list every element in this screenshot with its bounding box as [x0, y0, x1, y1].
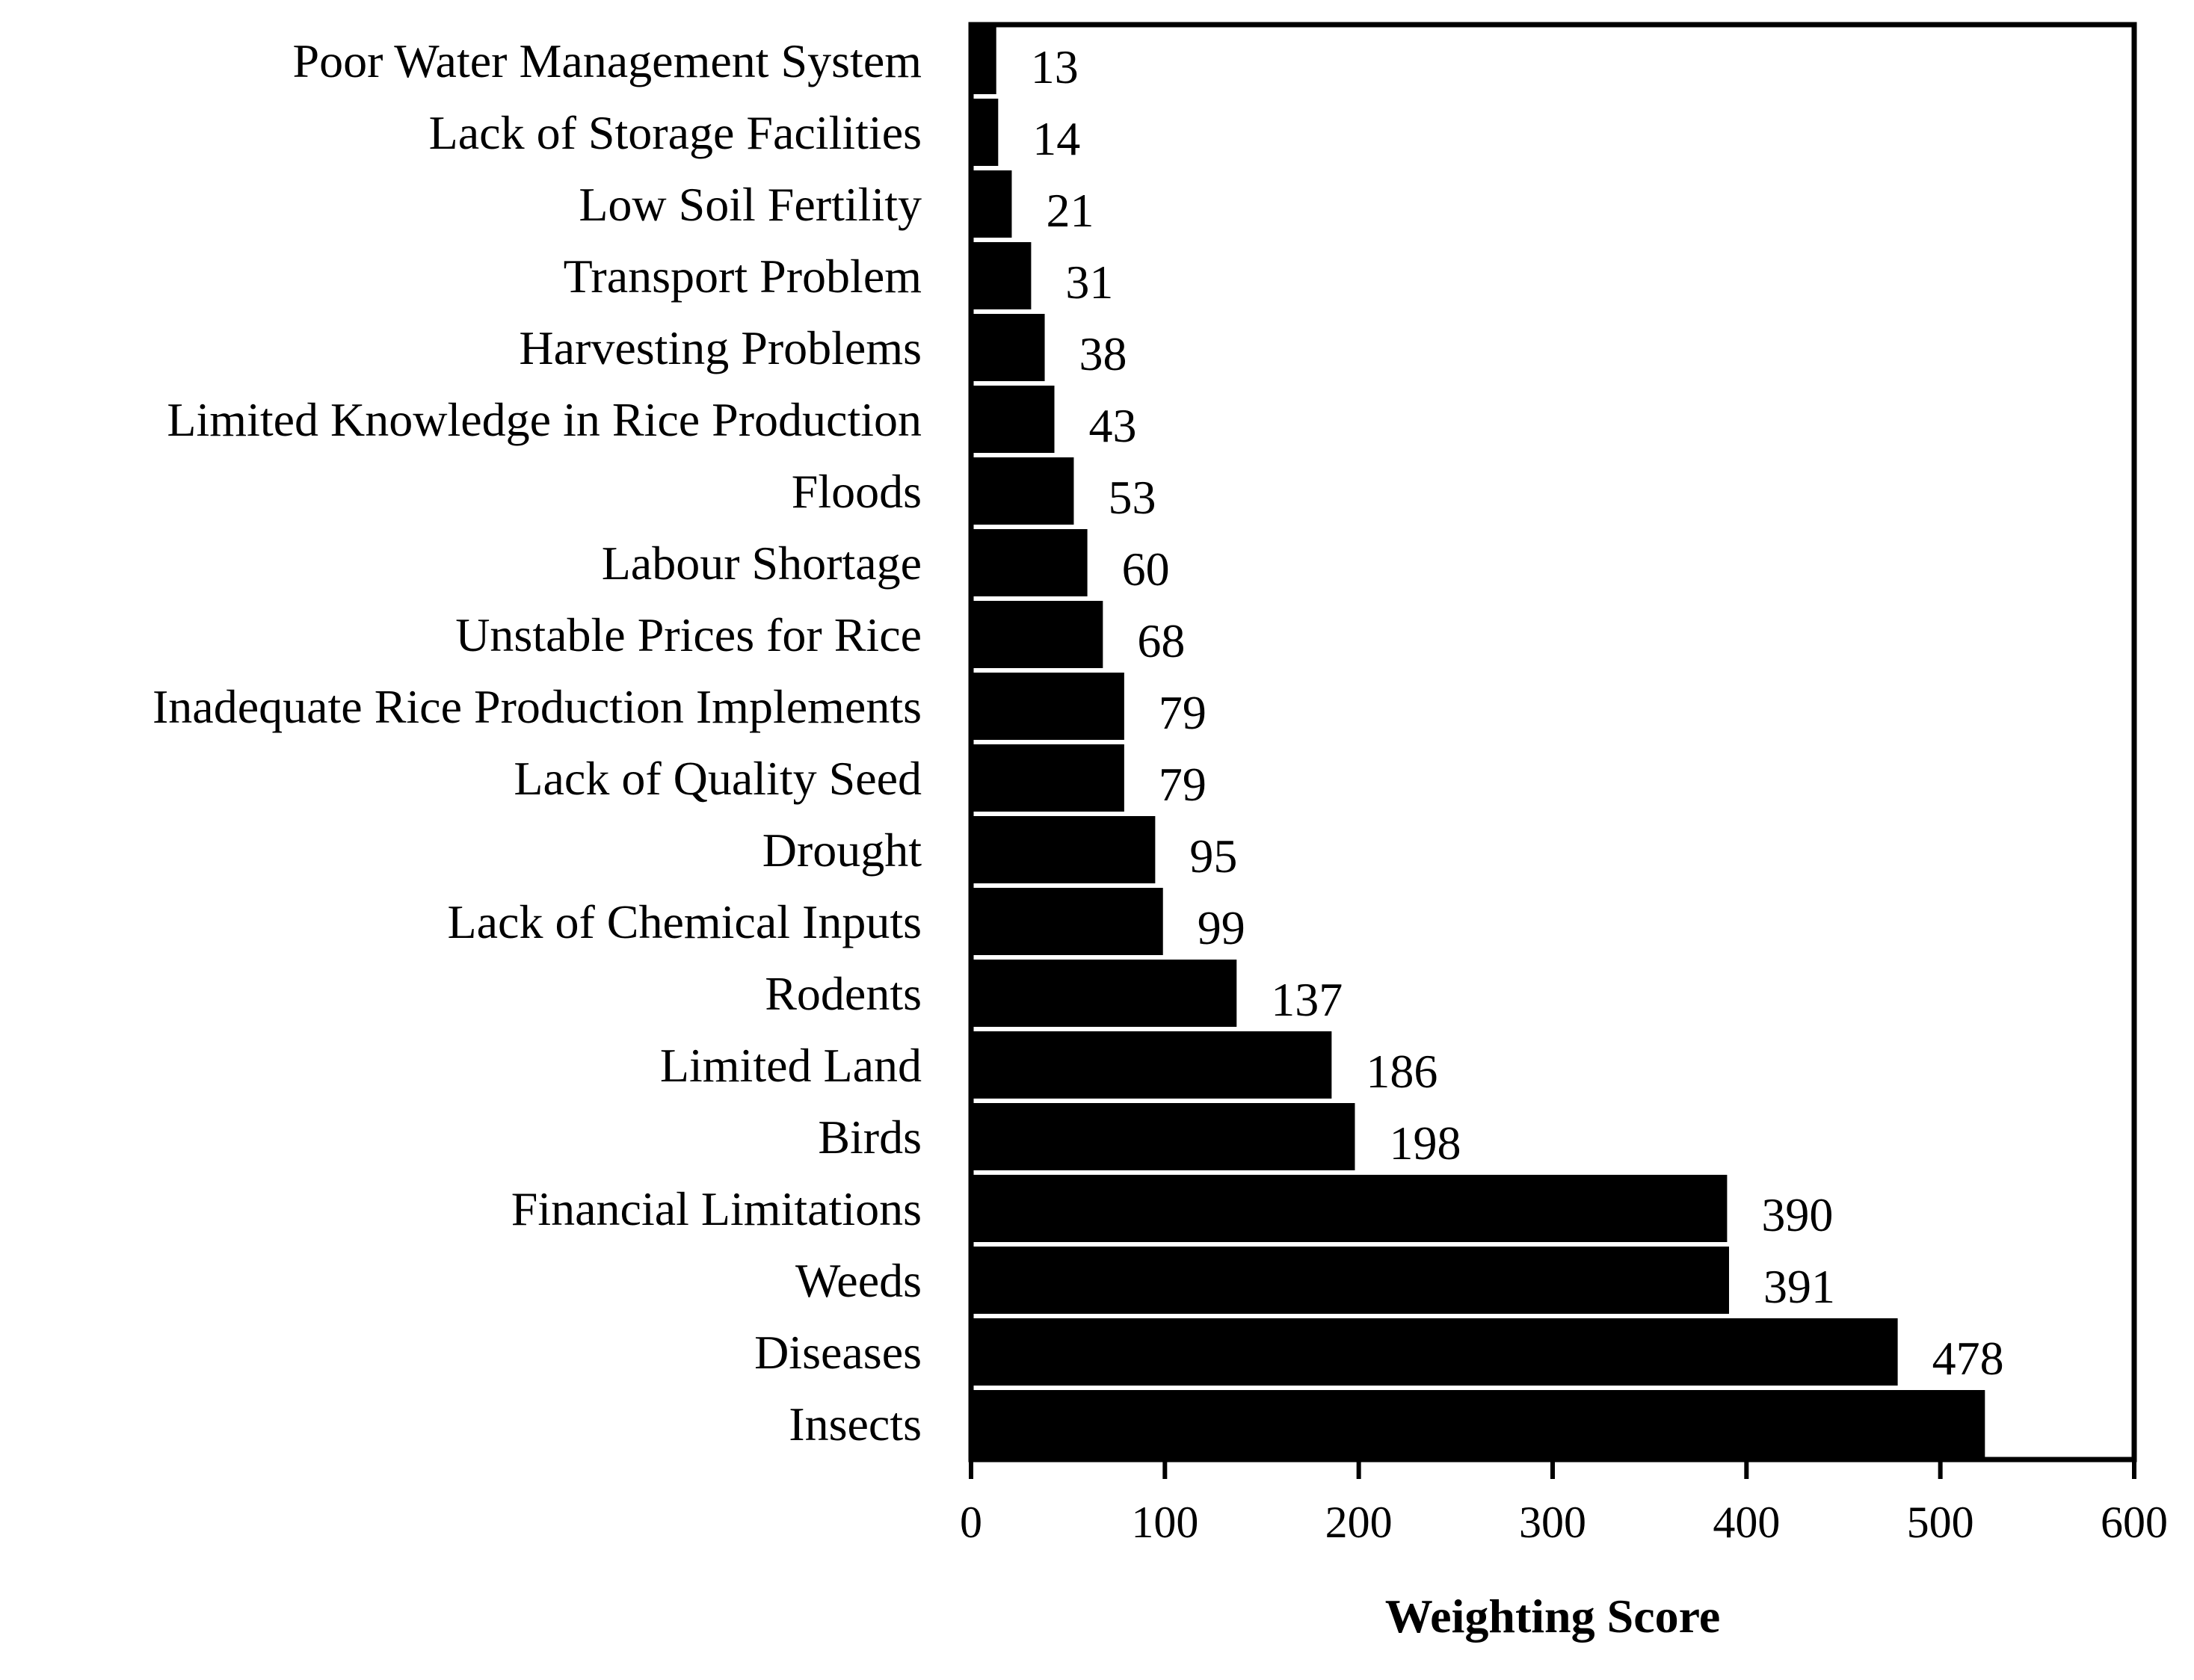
- bar: [971, 170, 1012, 238]
- category-label: Financial Limitations: [511, 1182, 922, 1235]
- data-labels: 13 14 21 31 38 43 53 60 68 79 79 95 99 137 186 198 390 39…: [1031, 40, 2004, 1385]
- data-label: 79: [1159, 758, 1207, 811]
- category-labels: Poor Water Management System Lack of Stor…: [152, 34, 922, 1451]
- bar: [971, 1390, 1985, 1457]
- data-label: 14: [1032, 112, 1080, 165]
- category-label: Rodents: [765, 967, 922, 1020]
- data-label: 478: [1932, 1332, 2004, 1385]
- bars-layer: [971, 27, 1985, 1457]
- x-axis-title: Weighting Score: [1385, 1590, 1721, 1643]
- category-label: Lack of Quality Seed: [514, 752, 922, 805]
- bar: [971, 386, 1055, 453]
- x-tick-label: 100: [1131, 1498, 1198, 1547]
- bar: [971, 888, 1163, 955]
- category-label: Limited Land: [660, 1039, 922, 1092]
- data-label: 13: [1031, 40, 1079, 93]
- data-label: 390: [1761, 1188, 1833, 1241]
- bar: [971, 314, 1045, 381]
- data-label: 79: [1159, 686, 1207, 739]
- category-label: Weeds: [795, 1254, 922, 1307]
- data-label: 38: [1079, 327, 1127, 380]
- bar: [971, 1175, 1728, 1242]
- bar: [971, 673, 1124, 740]
- x-tick-label: 300: [1519, 1498, 1586, 1547]
- category-label: Poor Water Management System: [293, 34, 922, 87]
- plot-frame: [968, 22, 2137, 1463]
- bar: [971, 601, 1103, 668]
- bar: [971, 1031, 1332, 1099]
- bar: [971, 529, 1088, 596]
- data-label: 21: [1046, 184, 1094, 237]
- category-label: Limited Knowledge in Rice Production: [167, 393, 922, 446]
- category-label: Diseases: [754, 1326, 922, 1379]
- category-label: Drought: [762, 824, 922, 877]
- x-axis-ticks: 0 100 200 300 400 500 600: [960, 1460, 2168, 1547]
- data-label: 53: [1108, 471, 1156, 524]
- bar: [971, 1103, 1355, 1170]
- data-label: 99: [1198, 901, 1245, 954]
- category-label: Birds: [818, 1111, 922, 1164]
- category-label: Lack of Chemical Inputs: [448, 895, 922, 948]
- bar: [971, 242, 1032, 309]
- bar: [971, 1318, 1898, 1386]
- data-label: 198: [1389, 1117, 1461, 1170]
- category-label: Floods: [792, 465, 922, 518]
- bar: [971, 457, 1074, 525]
- data-label: 391: [1763, 1260, 1835, 1313]
- bar: [971, 960, 1237, 1027]
- x-tick-label: 0: [960, 1498, 982, 1547]
- x-tick-label: 200: [1325, 1498, 1393, 1547]
- category-label: Harvesting Problems: [519, 321, 922, 374]
- x-tick-label: 400: [1713, 1498, 1780, 1547]
- x-tick-label: 600: [2101, 1498, 2168, 1547]
- category-label: Unstable Prices for Rice: [455, 608, 922, 661]
- bar: [971, 816, 1156, 883]
- x-tick-label: 500: [1907, 1498, 1974, 1547]
- category-label: Lack of Storage Facilities: [429, 106, 922, 159]
- category-label: Low Soil Fertility: [579, 178, 922, 231]
- data-label: 43: [1089, 399, 1137, 452]
- category-label: Transport Problem: [564, 250, 922, 303]
- category-label: Inadequate Rice Production Implements: [152, 680, 922, 733]
- bar: [971, 1247, 1729, 1314]
- category-label: Insects: [789, 1398, 922, 1451]
- data-label: 186: [1366, 1045, 1437, 1098]
- data-label: 31: [1065, 256, 1113, 309]
- data-label: 60: [1122, 543, 1170, 596]
- data-label: 68: [1137, 614, 1185, 667]
- bar: [971, 99, 999, 166]
- data-label: 137: [1271, 973, 1343, 1026]
- bar: [971, 27, 996, 94]
- category-label: Labour Shortage: [602, 537, 922, 590]
- bar: [971, 744, 1124, 812]
- data-label: 95: [1189, 830, 1237, 883]
